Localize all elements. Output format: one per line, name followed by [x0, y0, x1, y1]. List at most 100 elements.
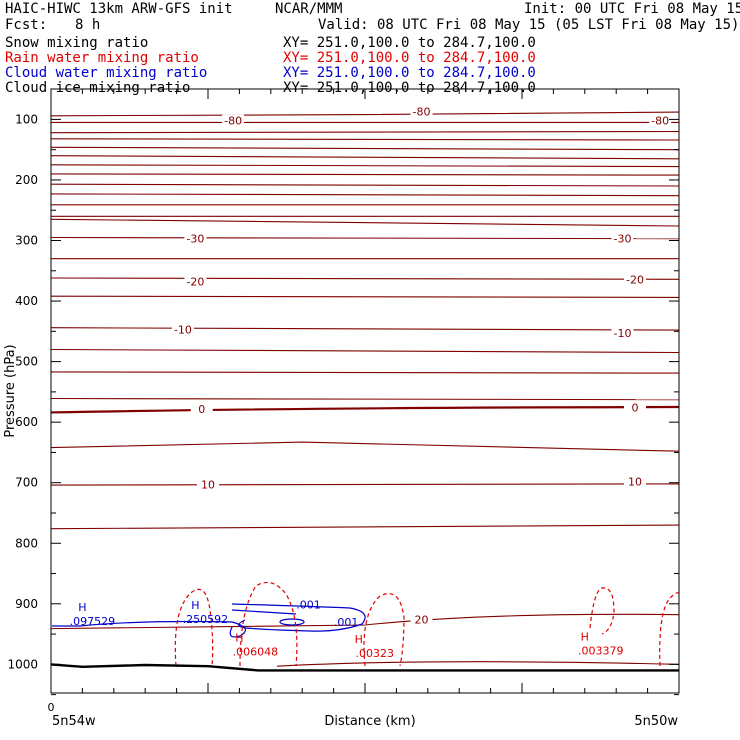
plot-frame [50, 88, 680, 694]
rain-water-max-label: H [581, 631, 589, 644]
temperature-contours: -80 -80 -80 -30 -30 -20 -20 -10 -10 0 0 10 10 20 [50, 105, 680, 667]
temperature-contour [50, 371, 680, 374]
y-tick-label: 900 [15, 597, 38, 611]
temperature-label-bg [184, 275, 207, 288]
temperature-contour [50, 441, 680, 452]
y-tick-label: 800 [15, 536, 38, 550]
temperature-label-bg [222, 114, 245, 127]
temperature-label-bg [649, 114, 672, 127]
temperature-label: -80 [651, 115, 669, 128]
cloud-water-max-label: H [191, 599, 199, 612]
init-time: Init: 00 UTC Fri 08 May 15 [524, 1, 740, 17]
temperature-contour [50, 397, 680, 401]
field-cloudwater-name: Cloud water mixing ratio [5, 65, 208, 81]
cloud-water-contour [231, 603, 366, 632]
y-tick-label: 700 [15, 476, 38, 490]
plot-axes [50, 88, 680, 694]
x-end-label: 5n50w [634, 714, 678, 729]
title-left: HAIC-HIWC 13km ARW-GFS init [5, 1, 233, 17]
temperature-label-bg [624, 475, 647, 488]
temperature-contour [50, 277, 680, 280]
field-cloudice-name: Cloud ice mixing ratio [5, 80, 191, 96]
cloud-water-max-value: .097529 [70, 615, 116, 628]
x-start-label: 5n54w [52, 714, 96, 729]
temperature-label: -80 [224, 115, 242, 128]
temperature-contour [50, 193, 680, 197]
temperature-label: -30 [613, 233, 631, 246]
rain-water-max-label: H [235, 631, 243, 644]
field-snow-xy: XY= 251.0,100.0 to 284.7,100.0 [283, 35, 536, 51]
temperature-contour [50, 327, 680, 331]
valid-time: Valid: 08 UTC Fri 08 May 15 (05 LST Fri … [318, 17, 740, 33]
freezing-level-contour [50, 405, 680, 414]
temperature-contour [50, 130, 680, 134]
temperature-label: -20 [186, 276, 204, 289]
temperature-label: 20 [415, 614, 429, 627]
y-tick-label: 200 [15, 173, 38, 187]
fcst-label: Fcst: [5, 17, 48, 33]
temperature-contour [277, 661, 680, 667]
org-label: NCAR/MMM [275, 1, 343, 17]
surface-pressure-line [50, 663, 679, 672]
temperature-label-bg [624, 273, 647, 286]
plot-annotations: H.097529H.250592.001.001H.006048H.00323H… [70, 598, 624, 660]
temperature-contour [50, 183, 680, 187]
cloud-water-contours [52, 603, 366, 638]
temperature-contour [50, 524, 680, 530]
y-tick-label: 400 [15, 294, 38, 308]
temperature-contour [50, 164, 680, 168]
field-rain-xy: XY= 251.0,100.0 to 284.7,100.0 [283, 50, 536, 66]
cloud-water-max-value: .001 [296, 598, 321, 611]
rain-water-contour [174, 588, 214, 667]
y-tick-label: 100 [15, 112, 38, 126]
x-zero-label: 0 [48, 701, 55, 714]
temperature-contour [50, 111, 680, 117]
rain-water-contours [174, 581, 681, 667]
temperature-contour [50, 236, 680, 240]
temperature-contour [50, 613, 680, 630]
rain-water-max-value: .003379 [578, 645, 624, 658]
rain-water-max-value: .00323 [355, 647, 394, 660]
cloud-water-max-value: .250592 [183, 613, 229, 626]
rain-water-contour [659, 592, 681, 667]
temperature-label: 10 [201, 479, 215, 492]
temperature-label-bg [410, 105, 433, 118]
rain-water-contour [589, 587, 615, 635]
temperature-contour [50, 218, 680, 227]
rain-water-contour [239, 581, 298, 667]
y-tick-label: 1000 [7, 657, 38, 671]
temperature-label-bg [611, 327, 634, 340]
temperature-label: -10 [174, 324, 192, 337]
temperature-contour [50, 348, 680, 354]
y-axis-label: Pressure (hPa) [3, 344, 18, 437]
rain-water-max-value: .006048 [233, 645, 279, 658]
cloud-water-max-value: .001 [334, 616, 359, 629]
y-tick-label: 500 [15, 355, 38, 369]
temperature-label: 10 [628, 475, 642, 488]
temperature-label: -10 [613, 327, 631, 340]
temperature-label-bg [184, 232, 207, 245]
cloud-water-contour [279, 618, 305, 626]
temperature-label: -80 [413, 106, 431, 119]
temperature-label: 0 [632, 402, 639, 415]
cloud-water-max-label: H [78, 601, 86, 614]
temperature-contour [50, 295, 680, 298]
temperature-contour [50, 155, 680, 160]
temperature-label-bg [190, 402, 213, 415]
cloud-water-contour [231, 609, 297, 615]
temperature-contour [50, 146, 680, 151]
temperature-label: -30 [186, 233, 204, 246]
temperature-label: -20 [626, 273, 644, 286]
temperature-contour [50, 173, 680, 176]
temperature-contour [50, 483, 680, 486]
distance-ticks [50, 89, 680, 693]
temperature-label-bg [611, 232, 634, 245]
y-tick-label: 300 [15, 234, 38, 248]
rain-water-max-label: H [355, 633, 363, 646]
temperature-label-bg [197, 478, 219, 491]
field-cloudice-xy: XY= 251.0,100.0 to 284.7,100.0 [283, 80, 536, 96]
temperature-label: 0 [198, 403, 205, 416]
surface-line [50, 663, 679, 672]
